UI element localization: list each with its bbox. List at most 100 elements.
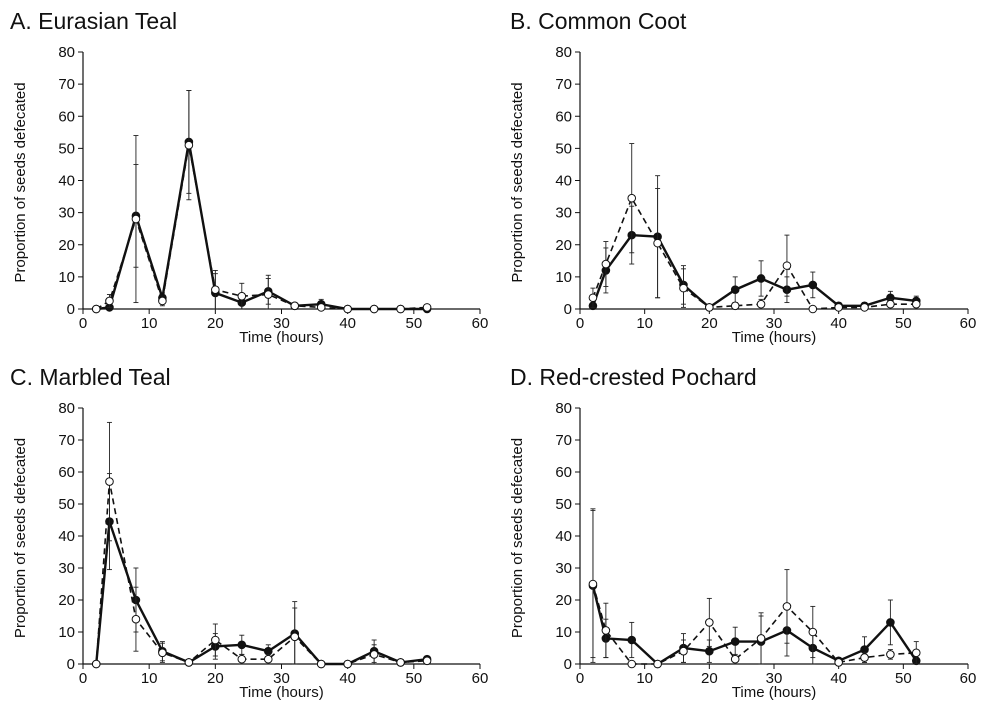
y-tick-label: 20: [555, 237, 572, 254]
y-tick-label: 30: [58, 560, 75, 577]
data-point: [601, 259, 611, 269]
x-tick-label: 60: [472, 315, 489, 332]
data-point: [131, 214, 141, 224]
y-tick-label: 60: [58, 464, 75, 481]
y-tick-label: 80: [58, 400, 75, 417]
x-tick-label: 20: [207, 315, 224, 332]
x-tick-label: 20: [701, 670, 718, 687]
y-tick-label: 60: [555, 108, 572, 125]
data-point: [158, 296, 167, 306]
y-tick-label: 20: [58, 592, 75, 609]
data-point: [396, 304, 405, 314]
y-tick-label: 40: [555, 173, 572, 190]
data-point: [730, 301, 740, 311]
x-tick-label: 60: [960, 670, 977, 687]
y-tick-label: 40: [555, 528, 572, 545]
series-solid: [588, 175, 921, 312]
data-point: [237, 640, 247, 650]
y-tick-label: 30: [555, 560, 572, 577]
panel-title: A. Eurasian Teal: [10, 8, 177, 34]
y-tick-label: 60: [555, 464, 572, 481]
chart-panel-4: D. Red-crested Pochard 0 10 20 30 40 50 60 70 80 0…: [509, 364, 976, 701]
x-tick-label: 10: [141, 670, 158, 687]
y-tick-label: 0: [67, 301, 75, 318]
y-tick-label: 70: [58, 76, 75, 93]
x-tick-label: 60: [472, 670, 489, 687]
data-point: [756, 274, 766, 283]
data-point: [705, 303, 714, 312]
data-point: [782, 261, 792, 270]
y-axis-label: Proportion of seeds defecated: [509, 82, 526, 282]
data-point: [860, 303, 869, 312]
series-line-solid: [95, 521, 428, 666]
data-point: [627, 635, 637, 645]
chart-panel-3: C. Marbled Teal 0 10 20 30 40 50 60 70 80 0 10 20 30 4…: [10, 364, 488, 701]
y-axis-label: Proportion of seeds defecated: [12, 82, 29, 282]
y-tick-label: 0: [564, 301, 572, 318]
panel-title: B. Common Coot: [510, 8, 687, 34]
data-point: [808, 304, 818, 314]
data-point: [105, 477, 114, 486]
y-tick-label: 80: [58, 44, 75, 61]
y-tick-label: 60: [58, 108, 75, 125]
x-tick-label: 60: [960, 315, 977, 332]
series-line-dashed: [592, 196, 917, 310]
data-point: [860, 645, 869, 654]
x-tick-label: 50: [405, 315, 422, 332]
y-tick-label: 10: [555, 624, 572, 641]
data-point: [316, 659, 326, 669]
x-tick-label: 20: [701, 315, 718, 332]
data-point: [834, 658, 843, 667]
data-point: [184, 140, 194, 150]
x-tick-label: 10: [636, 315, 653, 332]
y-tick-label: 70: [555, 432, 572, 449]
series-dashed: [588, 509, 921, 669]
series-solid: [91, 90, 432, 314]
data-point: [343, 304, 352, 314]
y-tick-label: 80: [555, 44, 572, 61]
x-tick-label: 30: [766, 670, 783, 687]
data-point: [627, 659, 637, 669]
data-point: [730, 654, 740, 664]
data-point: [211, 635, 220, 645]
data-point: [263, 290, 273, 299]
y-tick-label: 50: [555, 140, 572, 157]
x-tick-label: 40: [339, 315, 356, 332]
data-point: [422, 303, 432, 312]
data-point: [808, 627, 818, 637]
data-point: [184, 658, 194, 667]
x-tick-label: 0: [576, 315, 584, 332]
data-point: [756, 634, 766, 643]
data-point: [263, 654, 273, 664]
x-tick-label: 50: [895, 670, 912, 687]
data-point: [588, 579, 598, 589]
y-tick-label: 40: [58, 173, 75, 190]
y-axis-label: Proportion of seeds defecated: [12, 438, 29, 638]
series-dashed: [91, 90, 432, 314]
series-dashed: [588, 143, 921, 314]
x-tick-label: 0: [576, 670, 584, 687]
data-point: [290, 632, 300, 642]
data-point: [158, 648, 167, 658]
data-point: [290, 301, 300, 311]
chart-panel-2: B. Common Coot 0 10 20 30 40 50 60 70 80 0 10 20 30 40…: [509, 8, 976, 346]
x-tick-label: 30: [273, 315, 290, 332]
x-tick-label: 0: [79, 315, 87, 332]
x-axis-label: Time (hours): [732, 684, 816, 701]
data-point: [911, 299, 921, 309]
data-point: [808, 280, 818, 290]
data-point: [834, 303, 843, 312]
y-tick-label: 70: [58, 432, 75, 449]
data-point: [756, 299, 766, 309]
data-point: [705, 646, 714, 656]
data-point: [705, 618, 714, 627]
series-solid: [91, 473, 432, 669]
panel-title: C. Marbled Teal: [10, 364, 171, 390]
x-tick-label: 40: [339, 670, 356, 687]
data-point: [343, 659, 352, 669]
data-point: [860, 653, 869, 662]
x-tick-label: 30: [273, 670, 290, 687]
y-tick-label: 10: [58, 624, 75, 641]
data-point: [730, 285, 740, 295]
